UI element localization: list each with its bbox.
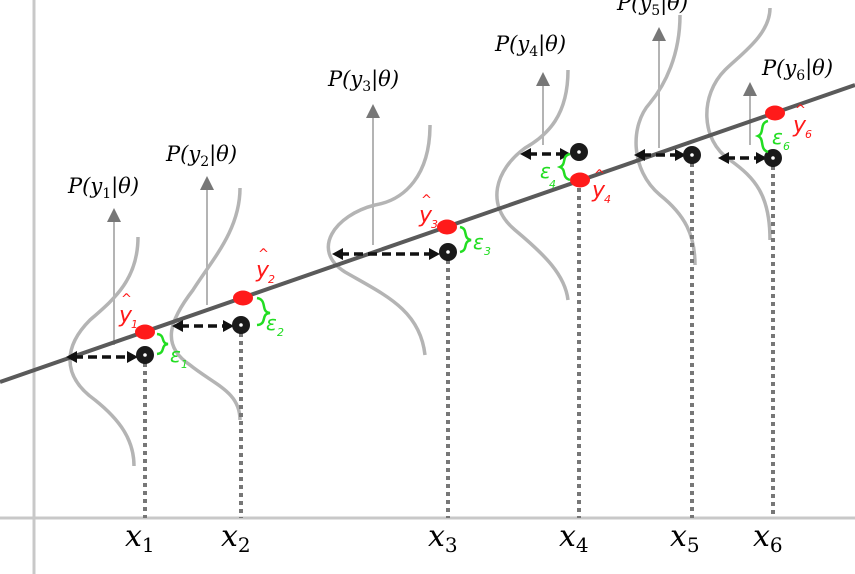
svg-text:^: ^ (421, 193, 432, 208)
x-label-2: x2 (221, 519, 251, 557)
svg-text:ε: ε (266, 311, 277, 335)
dashed-arrowheads (66, 148, 767, 363)
predicted-point-4 (570, 172, 590, 188)
yhat-label-6: ^ y 6 (792, 103, 812, 141)
svg-text:2: 2 (277, 326, 284, 339)
predicted-points (135, 105, 785, 340)
yhat-label-4: ^ y 4 (591, 168, 611, 206)
prob-label-6: P(y6|θ) (761, 56, 833, 84)
prob-label-5: P(y5|θ) (616, 0, 688, 19)
prob-label-3: P(y3|θ) (327, 67, 399, 95)
svg-text:ε: ε (170, 343, 181, 367)
epsilon-label-3: ε 3 (473, 230, 491, 258)
svg-text:^: ^ (795, 103, 806, 118)
svg-text:^: ^ (594, 168, 605, 183)
arrowhead-1 (107, 208, 121, 222)
epsilon-label-2: ε 2 (266, 311, 284, 339)
predicted-point-6 (765, 105, 785, 121)
prob-label-2: P(y2|θ) (165, 142, 237, 170)
gaussian-curve-2 (169, 187, 242, 421)
gaussian-curve-4 (495, 69, 570, 301)
observed-point-1 (136, 346, 154, 364)
prob-label-4: P(y4|θ) (494, 32, 566, 60)
observed-point-4 (570, 143, 588, 161)
yhat-label-2: ^ y 2 (255, 247, 275, 286)
epsilon-label-1: ε 1 (170, 343, 188, 371)
x-label-4: x4 (559, 519, 589, 557)
observed-point-5 (683, 146, 701, 164)
svg-text:^: ^ (121, 292, 132, 307)
x-label-1: x1 (125, 519, 155, 557)
epsilon-braces (156, 119, 769, 356)
dashed-arrows (74, 152, 760, 359)
svg-text:6: 6 (783, 140, 790, 153)
svg-text:3: 3 (484, 245, 491, 258)
x-label-3: x3 (428, 519, 458, 557)
regression-line (0, 83, 855, 384)
gaussian-curve-5 (634, 14, 697, 266)
predicted-point-2 (233, 290, 253, 306)
arrowhead-5 (652, 27, 666, 41)
x-label-6: x6 (753, 519, 783, 557)
epsilon-label-6: ε 6 (772, 125, 790, 153)
observed-point-3 (439, 243, 457, 261)
epsilon-label-4: ε 4 (540, 159, 556, 191)
svg-text:y: y (792, 113, 807, 138)
arrowhead-2 (200, 176, 214, 190)
prob-label-1: P(y1|θ) (67, 174, 139, 202)
gaussian-curve-6 (705, 7, 772, 241)
dotted-verticals (143, 155, 775, 518)
svg-text:6: 6 (805, 128, 812, 141)
arrowhead-6 (743, 82, 757, 96)
probability-arrowheads (107, 27, 757, 222)
arrowhead-3 (366, 104, 380, 118)
svg-text:ε: ε (772, 125, 783, 149)
svg-text:y: y (118, 303, 133, 328)
observed-point-6 (764, 149, 782, 167)
probability-arrows (113, 40, 751, 345)
svg-text:y: y (418, 203, 433, 228)
svg-text:1: 1 (131, 318, 138, 331)
yhat-label-3: ^ y 3 (418, 193, 438, 231)
observed-point-2 (232, 316, 250, 334)
svg-text:ε: ε (473, 230, 484, 254)
svg-text:1: 1 (181, 358, 188, 371)
svg-text:3: 3 (431, 218, 438, 231)
gaussian-curve-3 (326, 124, 432, 356)
observed-points (136, 143, 782, 364)
svg-text:^: ^ (258, 247, 269, 262)
svg-text:y: y (255, 258, 270, 283)
svg-text:4: 4 (549, 178, 556, 191)
predicted-point-1 (135, 324, 155, 340)
svg-text:2: 2 (268, 273, 275, 286)
svg-text:ε: ε (540, 159, 551, 183)
yhat-label-1: ^ y 1 (118, 292, 138, 331)
svg-text:4: 4 (604, 193, 611, 206)
svg-text:y: y (591, 178, 606, 203)
arrowhead-4 (536, 72, 550, 86)
x-label-5: x5 (670, 519, 700, 557)
predicted-point-3 (437, 219, 457, 235)
